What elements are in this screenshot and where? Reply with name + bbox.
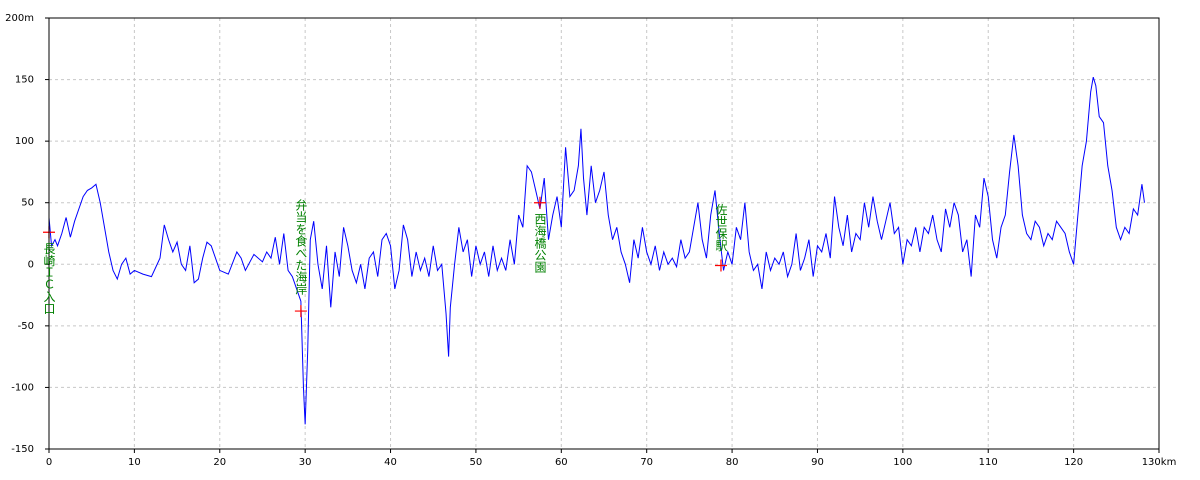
- plot-area: [49, 18, 1159, 449]
- x-tick-label: 60: [555, 457, 568, 468]
- x-tick-label: 20: [213, 457, 226, 468]
- elevation-line: [48, 76, 1145, 425]
- x-tick-label: 0: [46, 457, 52, 468]
- plot-frame: [48, 17, 1160, 450]
- x-tick-label: 130km: [1142, 457, 1177, 468]
- y-tick-label: -50: [18, 321, 34, 332]
- x-tick-label: 100: [893, 457, 912, 468]
- waypoint-marker: [714, 259, 727, 272]
- x-tick-label: 30: [299, 457, 312, 468]
- y-tick-label: 200m: [5, 13, 34, 24]
- y-tick-label: 50: [21, 198, 34, 209]
- annotation-label: 弁当を食べた海岸: [294, 198, 308, 295]
- y-tick-label: 150: [15, 75, 34, 86]
- y-tick-label: -100: [11, 382, 34, 393]
- x-tick-label: 90: [811, 457, 824, 468]
- y-tick-label: 100: [15, 136, 34, 147]
- annotation-label: 佐世保駅: [714, 203, 728, 252]
- y-tick-label: 0: [28, 259, 34, 270]
- waypoint-marker: [294, 305, 307, 318]
- annotation-label: 長崎ＩＣ入口: [42, 242, 56, 314]
- x-tick-label: 70: [640, 457, 653, 468]
- annotation-label: 西海橋公園: [533, 213, 547, 273]
- x-tick-label: 40: [384, 457, 397, 468]
- x-tick-label: 50: [470, 457, 483, 468]
- x-tick-label: 80: [726, 457, 739, 468]
- y-tick-label: -150: [11, 444, 34, 455]
- waypoint-marker: [533, 196, 546, 209]
- x-tick-label: 120: [1064, 457, 1083, 468]
- x-tick-label: 110: [979, 457, 998, 468]
- x-tick-label: 10: [128, 457, 141, 468]
